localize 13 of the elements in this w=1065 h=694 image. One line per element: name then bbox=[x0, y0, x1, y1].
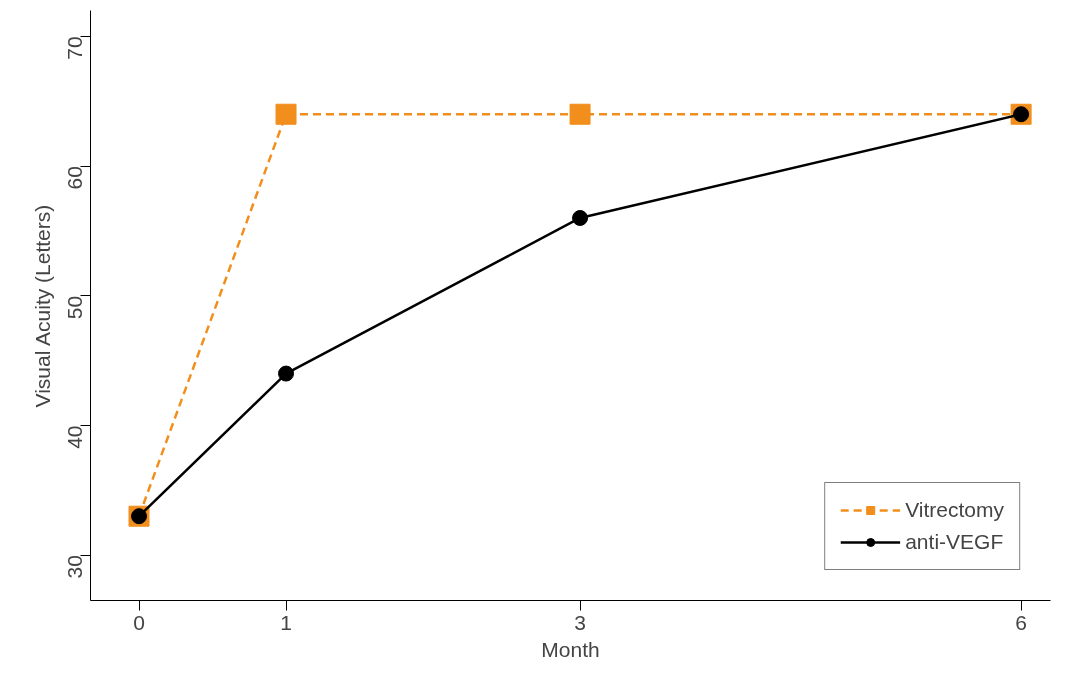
y-tick-label: 40 bbox=[63, 425, 87, 449]
y-tick-label: 50 bbox=[63, 295, 87, 320]
x-axis-title: Month bbox=[541, 637, 600, 661]
x-tick-label: 3 bbox=[574, 610, 586, 634]
y-tick-label: 70 bbox=[63, 36, 87, 60]
x-tick-label: 0 bbox=[133, 610, 145, 634]
y-axis-title: Visual Acuity (Letters) bbox=[30, 204, 54, 408]
x-tick-label: 1 bbox=[280, 610, 292, 634]
x-tick-label: 6 bbox=[1015, 610, 1027, 634]
y-tick-label: 60 bbox=[63, 166, 87, 190]
legend-label: Vitrectomy bbox=[905, 498, 1004, 522]
y-tick-label: 30 bbox=[63, 555, 87, 579]
legend-label: anti-VEGF bbox=[905, 530, 1004, 554]
